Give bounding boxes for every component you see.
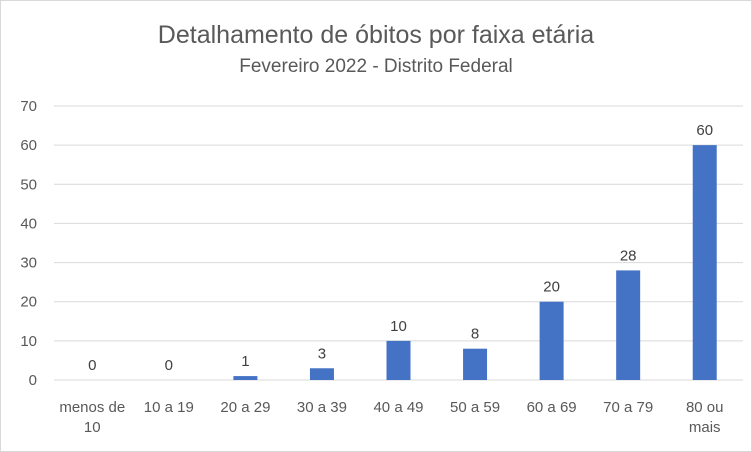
y-tick-label: 70 — [20, 98, 37, 115]
x-tick-label: 20 a 29 — [220, 399, 270, 416]
data-label: 8 — [471, 326, 479, 343]
bar — [463, 348, 488, 380]
data-label: 3 — [318, 345, 326, 362]
data-label: 20 — [543, 279, 560, 296]
x-tick-label: 10 a 19 — [144, 399, 194, 416]
bar — [539, 301, 564, 380]
data-label: 0 — [88, 357, 96, 374]
data-label: 10 — [390, 318, 407, 335]
x-tick-label: 70 a 79 — [603, 399, 653, 416]
bar — [233, 376, 258, 380]
data-label: 0 — [165, 357, 173, 374]
y-tick-label: 60 — [20, 137, 37, 154]
chart-title: Detalhamento de óbitos por faixa etária — [157, 21, 595, 49]
x-tick-label: menos de 10 — [59, 399, 125, 436]
x-tick-label: 40 a 49 — [373, 399, 423, 416]
y-tick-label: 10 — [20, 333, 37, 350]
y-tick-label: 50 — [20, 176, 37, 193]
data-label: 28 — [620, 247, 637, 264]
x-tick-label: 80 ou mais — [686, 399, 724, 436]
x-tick-label: 30 a 39 — [297, 399, 347, 416]
x-tick-label: 60 a 69 — [527, 399, 577, 416]
y-tick-label: 40 — [20, 215, 37, 232]
x-tick-label: 50 a 59 — [450, 399, 500, 416]
data-label: 60 — [696, 122, 713, 139]
chart-subtitle: Fevereiro 2022 - Distrito Federal — [239, 56, 513, 77]
y-tick-label: 0 — [29, 372, 37, 389]
y-tick-label: 30 — [20, 255, 37, 272]
bar — [309, 368, 334, 380]
bar — [692, 145, 717, 380]
y-tick-label: 20 — [20, 294, 37, 311]
bar — [616, 270, 641, 380]
data-label: 1 — [241, 353, 249, 370]
bar — [386, 340, 411, 380]
